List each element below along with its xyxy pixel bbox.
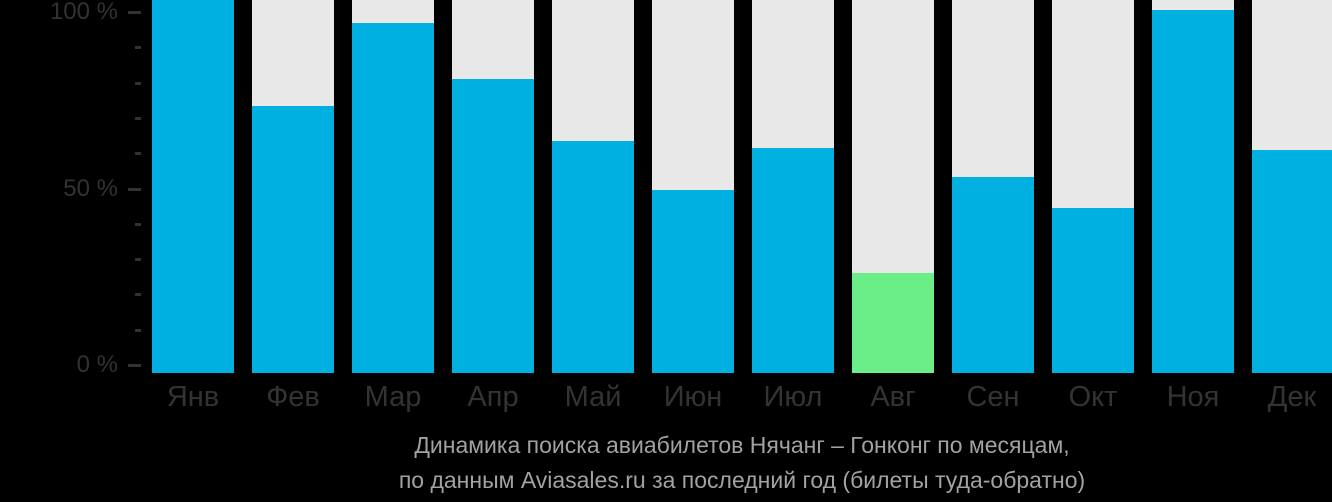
month-label: Сен	[966, 381, 1020, 413]
y-tick-minor	[135, 258, 141, 262]
chart-title: Динамика поиска авиабилетов Нячанг – Гон…	[414, 432, 1070, 458]
plot-area: 100 % 50 % 0 %	[49, 0, 1332, 377]
bar	[652, 190, 734, 373]
y-tick-major	[128, 187, 141, 191]
month-label: Мар	[364, 381, 422, 413]
month-label: Окт	[1068, 381, 1118, 413]
month-label: Июн	[663, 381, 723, 413]
month-label: Июл	[763, 381, 823, 413]
month-label: Май	[564, 381, 622, 413]
bar-highlighted	[852, 273, 934, 373]
bar	[252, 106, 334, 373]
bar	[1252, 150, 1332, 373]
y-tick-major	[128, 364, 141, 367]
y-tick-minor	[135, 46, 141, 50]
y-tick-label: 100 %	[49, 0, 118, 25]
y-tick-minor	[135, 81, 141, 85]
y-tick-label: 0 %	[76, 351, 118, 378]
month-label: Апр	[467, 381, 519, 413]
chart-caption: Динамика поиска авиабилетов Нячанг – Гон…	[152, 431, 1332, 494]
bar	[452, 79, 534, 373]
month-label: Авг	[870, 381, 916, 413]
y-tick-label: 50 %	[63, 174, 118, 202]
month-label: Дек	[1267, 381, 1317, 413]
bar	[1152, 10, 1234, 373]
bar	[352, 23, 434, 373]
month-label: Янв	[166, 381, 220, 413]
month-label: Ноя	[1166, 381, 1220, 413]
month-label: Фев	[266, 381, 320, 413]
y-tick-minor	[135, 152, 141, 156]
bar	[152, 0, 234, 373]
y-tick-minor	[135, 116, 141, 120]
y-tick-major	[128, 11, 141, 14]
bar	[952, 177, 1034, 373]
y-tick-minor	[135, 222, 141, 226]
bar	[552, 141, 634, 373]
chart-subtitle: по данным Aviasales.ru за последний год …	[398, 467, 1086, 493]
y-tick-minor	[135, 293, 141, 297]
bar	[1052, 208, 1134, 373]
bar	[752, 148, 834, 373]
y-tick-minor	[135, 328, 141, 332]
